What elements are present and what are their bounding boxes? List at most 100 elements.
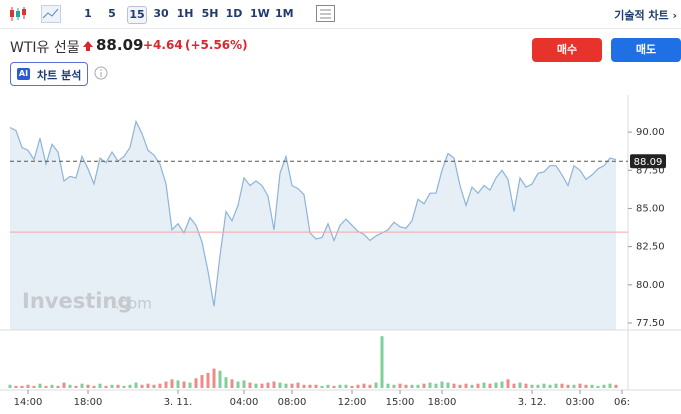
- volume-bar: [506, 379, 510, 388]
- volume-bar: [344, 384, 348, 388]
- volume-bar: [356, 384, 360, 388]
- volume-bar: [596, 385, 600, 388]
- volume-bar: [188, 382, 192, 388]
- y-tick-label: 82.50: [636, 242, 665, 253]
- volume-bar: [68, 384, 72, 388]
- volume-bar: [518, 382, 522, 388]
- y-tick-label: 77.50: [636, 318, 665, 329]
- interval[interactable]: 30: [153, 7, 169, 20]
- volume-bar: [212, 368, 216, 388]
- volume-bar: [458, 384, 462, 388]
- watermark-suffix: .com: [115, 295, 152, 313]
- volume-bar: [98, 383, 102, 388]
- volume-bar: [326, 384, 330, 388]
- volume-bar: [614, 384, 618, 388]
- volume-bar: [236, 381, 240, 388]
- volume-bar: [146, 383, 150, 388]
- volume-bar: [20, 385, 24, 388]
- volume-bar: [254, 383, 258, 388]
- x-tick-label: 08:00: [278, 397, 307, 408]
- volume-bar: [320, 385, 324, 388]
- x-tick-label: 04:00: [230, 397, 259, 408]
- volume-bar: [338, 384, 342, 388]
- info-icon[interactable]: [94, 66, 108, 80]
- volume-bar: [464, 383, 468, 388]
- volume-bar: [308, 384, 312, 388]
- volume-bar: [416, 384, 420, 388]
- interval[interactable]: 5: [108, 7, 116, 20]
- interval[interactable]: 1H: [176, 7, 194, 20]
- y-tick-label: 80.00: [636, 280, 665, 291]
- y-tick-label: 87.50: [636, 165, 665, 176]
- volume-bar: [218, 370, 222, 388]
- volume-bar: [470, 384, 474, 388]
- volume-bar: [104, 385, 108, 388]
- x-tick-label: 3. 11.: [164, 397, 193, 408]
- volume-bar: [578, 383, 582, 388]
- volume-bar: [512, 383, 516, 388]
- last-price-label: 88.09: [634, 157, 663, 168]
- volume-bar: [80, 383, 84, 388]
- y-tick-label: 85.00: [636, 203, 665, 214]
- technical-chart-link[interactable]: 기술적 차트 ›: [614, 9, 677, 22]
- volume-bar: [110, 384, 114, 388]
- volume-bar: [428, 382, 432, 388]
- volume-bar: [284, 383, 288, 388]
- price: 88.09: [96, 36, 144, 54]
- volume-bar: [122, 385, 126, 388]
- volume-bar: [560, 383, 564, 388]
- volume-bar: [26, 384, 30, 388]
- volume-bar: [182, 381, 186, 388]
- volume-bar: [50, 384, 54, 388]
- volume-bar: [548, 384, 552, 388]
- x-tick-label: 14:00: [14, 397, 43, 408]
- interval[interactable]: 1M: [275, 7, 294, 20]
- candle-icon[interactable]: [8, 6, 28, 22]
- volume-bar: [200, 375, 204, 388]
- volume-bar: [440, 381, 444, 388]
- x-tick-label: 06:: [614, 397, 630, 408]
- volume-bar: [248, 382, 252, 388]
- volume-bar: [524, 383, 528, 388]
- x-tick-label: 3. 12.: [518, 397, 547, 408]
- volume-bar: [164, 381, 168, 388]
- x-tick-label: 15:00: [386, 397, 415, 408]
- volume-bar: [398, 383, 402, 388]
- volume-bar: [488, 383, 492, 388]
- volume-bar: [566, 384, 570, 388]
- volume-bar: [542, 383, 546, 388]
- volume-bar: [128, 384, 132, 388]
- volume-bar: [140, 384, 144, 388]
- volume-bar: [590, 384, 594, 388]
- volume-bar: [134, 382, 138, 388]
- interval[interactable]: 1: [84, 7, 92, 20]
- volume-bar: [368, 384, 372, 388]
- volume-bar: [86, 384, 90, 388]
- change-percent: (+5.56%): [185, 38, 248, 52]
- volume-bar: [32, 385, 36, 388]
- volume-bar: [314, 384, 318, 388]
- volume-bar: [482, 382, 486, 388]
- interval[interactable]: 5H: [201, 7, 219, 20]
- indicator-icon[interactable]: [316, 5, 336, 23]
- interval[interactable]: 1W: [250, 7, 270, 20]
- volume-bar: [332, 385, 336, 388]
- buy-button[interactable]: 매수: [532, 38, 602, 62]
- volume-bar: [260, 383, 264, 388]
- interval[interactable]: 15: [127, 6, 147, 24]
- volume-bar: [446, 382, 450, 388]
- volume-bar: [302, 384, 306, 388]
- up-arrow: [83, 41, 93, 51]
- volume-bar: [452, 383, 456, 388]
- area-icon[interactable]: [41, 5, 61, 23]
- sell-button[interactable]: 매도: [611, 38, 681, 62]
- volume-bar: [380, 336, 384, 388]
- toolbar: 1 5 15 30 1H 5H 1D 1W 1M 기술적 차트 ›: [0, 0, 681, 29]
- volume-bar: [62, 382, 66, 388]
- volume-bar: [374, 382, 378, 388]
- volume-bar: [536, 384, 540, 388]
- volume-bar: [608, 383, 612, 388]
- volume-bar: [494, 382, 498, 388]
- interval[interactable]: 1D: [225, 7, 243, 20]
- ai-analysis-button[interactable]: AI 차트 분석: [10, 62, 88, 86]
